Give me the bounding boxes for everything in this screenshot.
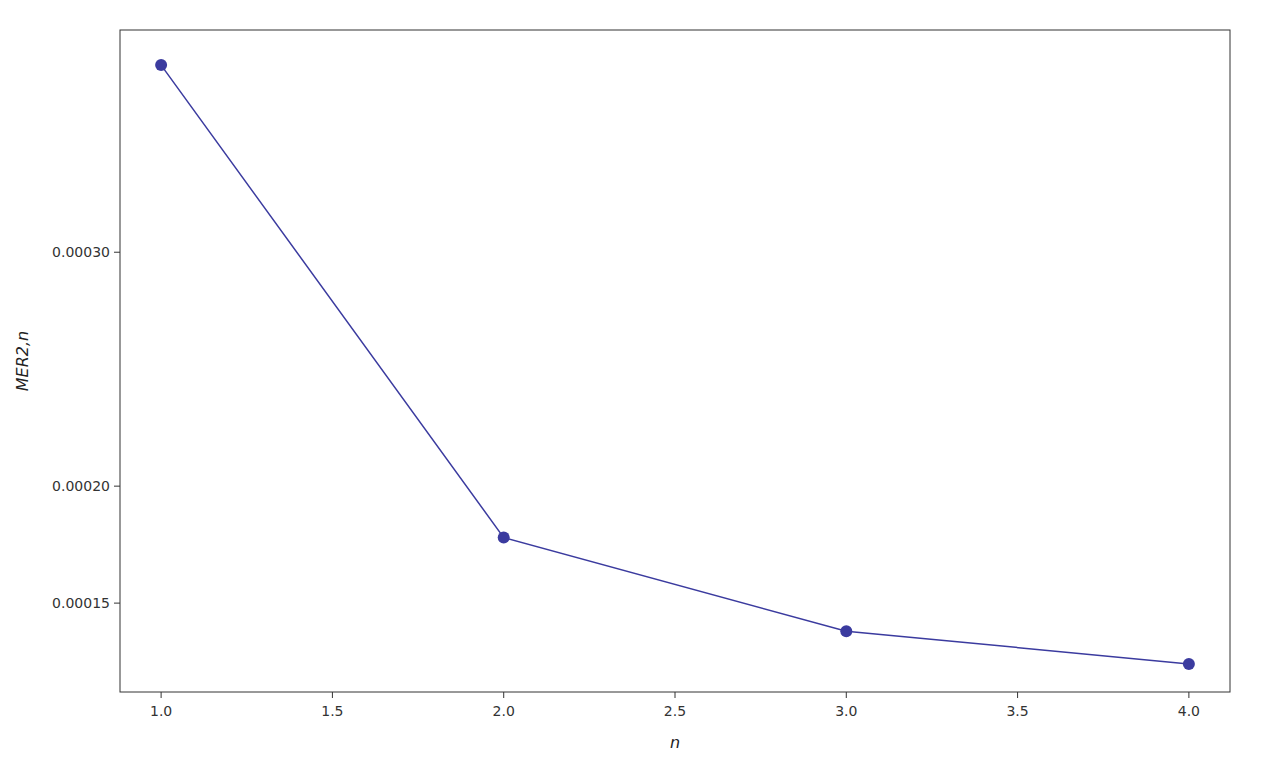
line [161, 65, 1189, 664]
series [155, 59, 1195, 670]
x-tick [675, 692, 676, 698]
x-tick [1188, 692, 1189, 698]
y-tick-label: 0.00030 [52, 244, 110, 260]
plot-frame [120, 30, 1230, 692]
x-tick-label: 3.5 [1006, 703, 1028, 719]
x-tick [846, 692, 847, 698]
x-tick [503, 692, 504, 698]
x-tick [1017, 692, 1018, 698]
y-axis-label: MER2,n [13, 331, 32, 391]
axes: 1.0 1.5 2.0 2.5 3.0 3.5 4.0 0.00015 0.00020 0.000… [52, 30, 1230, 719]
x-tick-label: 2.0 [493, 703, 515, 719]
y-tick [114, 486, 120, 487]
x-axis-label: n [670, 733, 680, 752]
x-tick-label: 3.0 [835, 703, 857, 719]
y-tick [114, 252, 120, 253]
chart: 1.0 1.5 2.0 2.5 3.0 3.5 4.0 0.00015 0.00020 0.000… [0, 0, 1266, 772]
point [155, 59, 167, 71]
x-tick-label: 4.0 [1178, 703, 1200, 719]
point [840, 625, 852, 637]
y-tick-label: 0.00020 [52, 478, 110, 494]
x-tick [161, 692, 162, 698]
point [498, 532, 510, 544]
y-tick-label: 0.00015 [52, 595, 110, 611]
x-tick-label: 1.5 [321, 703, 343, 719]
x-tick-label: 2.5 [664, 703, 686, 719]
point [1183, 658, 1195, 670]
y-tick [114, 603, 120, 604]
x-tick [332, 692, 333, 698]
x-tick-label: 1.0 [150, 703, 172, 719]
